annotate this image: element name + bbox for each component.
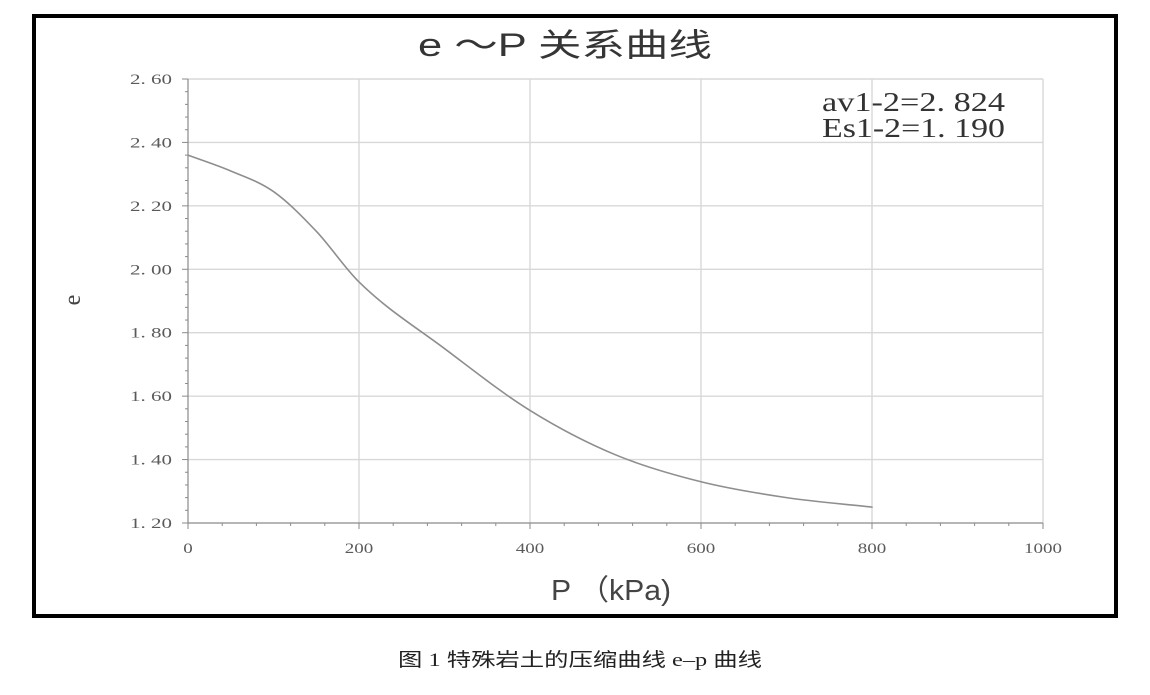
y-tick-label-1.2: 1. 20 [130, 516, 172, 532]
annotation-av: av1-2=2. 824 [822, 87, 1006, 117]
y-tick-label-2: 2. 00 [130, 262, 172, 278]
data-series [187, 154, 873, 508]
y-tick-label-2.4: 2. 40 [130, 135, 172, 151]
x-tick-label-0: 0 [183, 541, 193, 557]
y-tick-label-1.6: 1. 60 [130, 389, 172, 405]
figure-frame [32, 14, 1118, 618]
axes [187, 79, 1043, 524]
x-tick-label-200: 200 [345, 541, 374, 557]
annotation-es: Es1-2=1. 190 [822, 113, 1005, 143]
x-axis-label: P （kPa) [551, 575, 671, 607]
y-tick-label-1.4: 1. 40 [130, 453, 172, 469]
y-tick-label-2.2: 2. 20 [130, 199, 172, 215]
y-axis-label: e [60, 295, 86, 306]
x-tick-label-800: 800 [858, 541, 887, 557]
e-p-curve-series-0 [187, 154, 873, 508]
axis-ticks [182, 78, 1044, 529]
y-tick-label-2.6: 2. 60 [130, 72, 172, 88]
x-tick-label-1000: 1000 [1024, 541, 1062, 557]
y-tick-label-1.8: 1. 80 [130, 326, 172, 342]
x-tick-label-600: 600 [687, 541, 716, 557]
x-tick-label-400: 400 [516, 541, 545, 557]
chart-title: e ～P 关系曲线 [418, 27, 712, 63]
tick-labels: 0 200 400 600 800 1000 1. 20 1. 40 1. 60 1. 80 2. … [130, 72, 1062, 557]
figure-caption: 图 1 特殊岩土的压缩曲线 e–p 曲线 [398, 649, 762, 671]
grid-lines [188, 78, 1044, 523]
